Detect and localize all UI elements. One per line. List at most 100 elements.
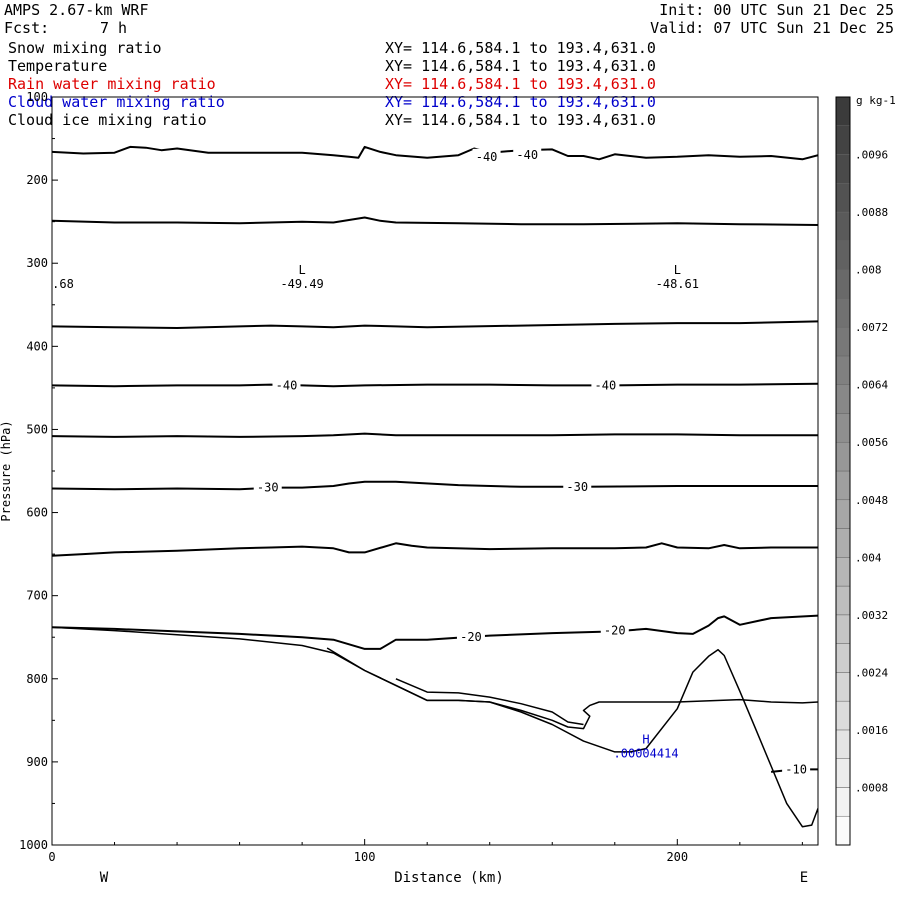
field-xy-cloud-water: XY= 114.6,584.1 to 193.4,631.0 — [385, 93, 656, 111]
extremum-value: .00004414 — [614, 746, 679, 760]
contour-series — [52, 145, 818, 828]
colorbar-tick-label: .0024 — [855, 666, 888, 679]
y-tick-label: 700 — [26, 589, 48, 603]
contour-label: -10 — [785, 762, 807, 776]
colorbar-swatch — [835, 585, 851, 616]
colorbar-tick-label: .0072 — [855, 321, 888, 334]
contour-labels: -40 -40-40 -40-30 -30-20 -20-10L-49.49L-48.6… — [52, 147, 811, 776]
contour-label-bg — [600, 622, 629, 637]
west-label: W — [100, 870, 109, 886]
field-xy-rain: XY= 114.6,584.1 to 193.4,631.0 — [385, 75, 656, 93]
contour-label: -20 — [604, 624, 626, 638]
fcst-value: 7 h — [100, 19, 128, 37]
series-isotherm-h — [52, 614, 818, 650]
series-cloud-edge — [326, 647, 818, 730]
contour-label-bg — [472, 148, 501, 163]
contour-label: -40 — [516, 148, 538, 162]
contour-label-bg — [456, 629, 485, 644]
fcst-label: Fcst: — [4, 19, 50, 37]
series-isotherm-e — [52, 432, 818, 438]
contour-label-bg — [253, 479, 282, 494]
colorbar-swatch — [835, 614, 851, 644]
extremum-value: -48.61 — [656, 277, 699, 291]
contour-label-bg — [591, 377, 620, 392]
colorbar-tick-label: .0096 — [855, 149, 888, 162]
contour-label-bg — [513, 147, 542, 162]
y-tick-label: 200 — [26, 173, 48, 187]
x-tick-label: 0 — [48, 850, 55, 864]
valid-time: Valid: 07 UTC Sun 21 Dec 25 — [650, 19, 894, 37]
colorbar-swatch — [835, 441, 851, 472]
field-name-cloud-water: Cloud water mixing ratio — [8, 93, 225, 111]
contour-label: -30 — [257, 481, 279, 495]
y-tick-label: 100 — [26, 90, 48, 104]
colorbar-swatch — [835, 355, 851, 385]
field-name-snow: Snow mixing ratio — [8, 39, 162, 57]
extremum-marker: L — [674, 263, 681, 277]
colorbar-swatch — [835, 240, 851, 270]
series-terrain-line — [52, 626, 818, 828]
contour-label: -30 — [566, 480, 588, 494]
colorbar-tick-label: .0056 — [855, 436, 888, 449]
colorbar-swatch — [835, 269, 851, 299]
field-xy-snow: XY= 114.6,584.1 to 193.4,631.0 — [385, 39, 656, 57]
series-isotherm-a — [52, 145, 818, 161]
y-tick-label: 900 — [26, 755, 48, 769]
field-name-temperature: Temperature — [8, 57, 108, 75]
y-tick-label: 400 — [26, 339, 48, 353]
colorbar-unit: g kg-1 — [856, 94, 896, 107]
contour-label-bg — [272, 377, 301, 392]
colorbar-swatch — [835, 815, 851, 846]
series-isotherm-d — [52, 382, 818, 388]
colorbar-swatch — [835, 700, 851, 731]
series-isotherm-c — [52, 320, 818, 329]
init-time: Init: 00 UTC Sun 21 Dec 25 — [659, 1, 894, 19]
field-xy-cloud-ice: XY= 114.6,584.1 to 193.4,631.0 — [385, 111, 656, 129]
colorbar-swatches: .0008 .0016 .0024 .0032 .004 .0048 .0056 .0064.… — [835, 96, 888, 846]
contour-label: -20 — [460, 630, 482, 644]
colorbar-tick-label: .0048 — [855, 494, 888, 507]
colorbar-swatch — [835, 758, 851, 788]
colorbar-swatch — [835, 298, 851, 328]
colorbar-swatch — [835, 183, 851, 213]
colorbar-tick-label: .0064 — [855, 379, 888, 392]
x-tick-label: 100 — [354, 850, 376, 864]
contour-label: -40 — [276, 378, 298, 392]
contour-label-bg — [563, 478, 592, 493]
colorbar-swatch — [835, 125, 851, 155]
extremum-marker: H — [642, 732, 649, 746]
colorbar-tick-label: .008 — [855, 264, 882, 277]
colorbar-frame — [835, 96, 851, 846]
field-xy-temperature: XY= 114.6,584.1 to 193.4,631.0 — [385, 57, 656, 75]
colorbar-swatch — [835, 413, 851, 443]
series-cloud-top — [395, 678, 584, 726]
y-tick-label: 800 — [26, 672, 48, 686]
y-tick-label: 600 — [26, 506, 48, 520]
y-axis-label: Pressure (hPa) — [0, 420, 13, 521]
x-axis-label: Distance (km) — [394, 870, 504, 886]
colorbar-swatch — [835, 672, 851, 702]
colorbar-tick-label: .0032 — [855, 609, 888, 622]
colorbar-swatch — [835, 326, 851, 357]
colorbar-swatch — [835, 729, 851, 759]
field-name-rain: Rain water mixing ratio — [8, 75, 216, 93]
extremum-value: .68 — [52, 277, 74, 291]
colorbar-swatch — [835, 499, 851, 529]
colorbar-swatch — [835, 643, 851, 673]
colorbar-tick-label: .004 — [855, 551, 882, 564]
x-tick-label: 200 — [666, 850, 688, 864]
y-tick-label: 300 — [26, 256, 48, 270]
colorbar-swatch — [835, 557, 851, 587]
colorbar-swatch — [835, 384, 851, 414]
series-isotherm-g — [52, 542, 818, 557]
extremum-value: -49.49 — [280, 277, 323, 291]
colorbar-swatch — [835, 470, 851, 501]
series-isotherm-b — [52, 216, 818, 226]
colorbar-swatch — [835, 528, 851, 558]
colorbar-tick-label: .0088 — [855, 206, 888, 219]
colorbar-swatch — [835, 154, 851, 184]
contour-label: -40 — [476, 150, 498, 164]
east-label: E — [800, 870, 808, 886]
